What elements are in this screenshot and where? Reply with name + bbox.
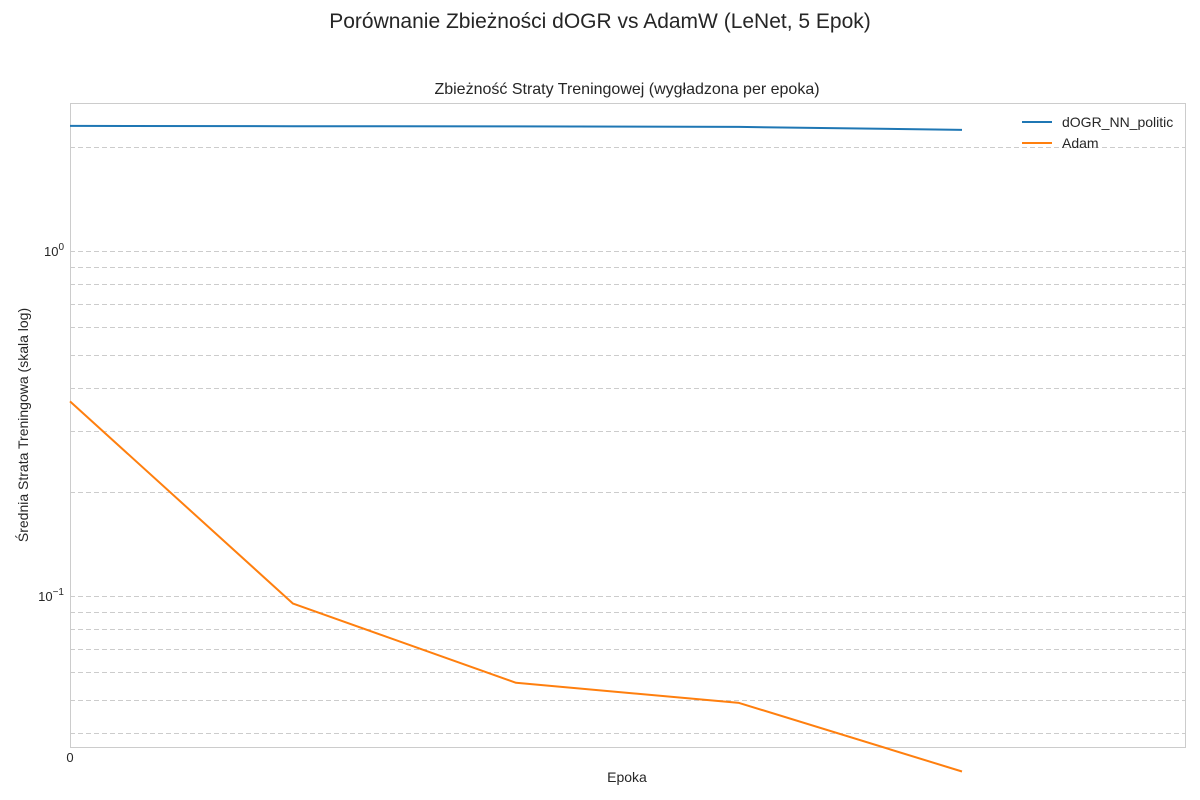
y-tick-label: 100 — [44, 242, 64, 259]
legend: dOGR_NN_politic Adam — [1022, 114, 1173, 151]
y-axis-label: Średnia Strata Treningowa (skala log) — [14, 308, 31, 542]
series-line-dogr-nn-politic — [69, 124, 963, 131]
tick-labels: 0 100 10−1 — [38, 242, 73, 765]
legend-label: Adam — [1062, 135, 1099, 151]
plot-frame — [70, 103, 1186, 748]
series-group — [69, 124, 963, 773]
legend-label: dOGR_NN_politic — [1062, 114, 1173, 130]
chart-title: Zbieżność Straty Treningowej (wygładzona… — [434, 81, 819, 98]
figure-suptitle: Porównanie Zbieżności dOGR vs AdamW (LeN… — [329, 10, 871, 33]
grid — [70, 147, 1185, 734]
y-tick-label: 10−1 — [38, 587, 64, 604]
series-line-adam — [69, 400, 963, 773]
x-axis-label: Epoka — [607, 769, 647, 785]
x-tick-label: 0 — [66, 750, 73, 765]
